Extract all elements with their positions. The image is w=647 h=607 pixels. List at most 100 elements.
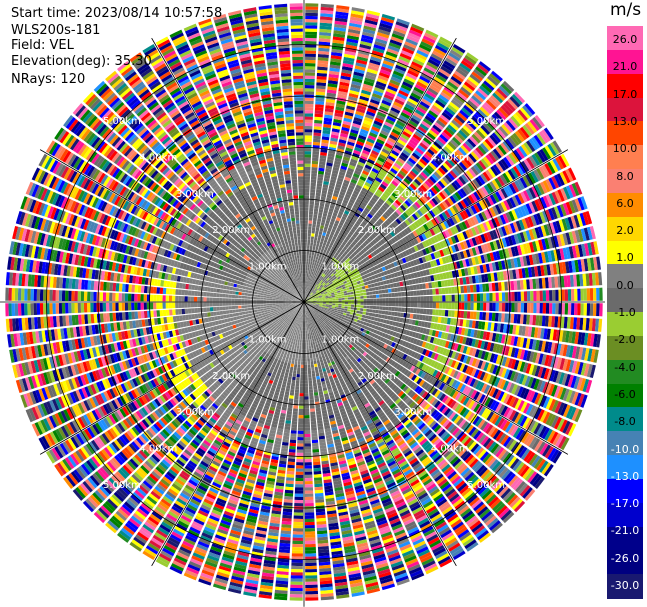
range-gate [311, 160, 319, 165]
range-gate [454, 310, 458, 318]
range-gate [309, 195, 315, 199]
range-gate [366, 204, 372, 211]
range-gate [339, 251, 344, 256]
range-gate [350, 307, 355, 310]
range-gate [344, 50, 356, 56]
range-gate [390, 167, 398, 175]
range-gate [451, 310, 455, 318]
range-gate [413, 302, 418, 308]
range-gate [304, 166, 311, 171]
range-gate [319, 302, 323, 304]
range-gate [309, 291, 312, 295]
range-gate [312, 262, 315, 266]
range-gate [398, 55, 411, 64]
range-gate [414, 131, 424, 139]
range-gate [356, 310, 360, 314]
range-gate [583, 288, 587, 301]
range-gate [364, 207, 371, 213]
range-gate [364, 22, 377, 29]
range-gate [308, 274, 310, 278]
range-gate [363, 298, 367, 302]
range-gate [407, 69, 419, 78]
range-gate [432, 295, 437, 302]
range-gate [305, 267, 308, 271]
range-gate [564, 303, 569, 315]
range-gate [316, 221, 321, 226]
range-gate [351, 302, 355, 305]
range-gate [310, 192, 316, 196]
range-gate [334, 17, 348, 23]
range-gate [316, 75, 327, 80]
range-gate [325, 165, 333, 170]
range-gate [305, 276, 307, 281]
range-gate [321, 265, 325, 270]
range-gate [539, 303, 543, 314]
range-gate [313, 211, 318, 215]
range-gate [380, 151, 389, 158]
range-gate [418, 103, 429, 112]
range-gate [421, 120, 431, 129]
range-gate [320, 248, 325, 253]
range-gate [400, 152, 409, 160]
range-gate [397, 307, 402, 312]
range-gate [352, 77, 363, 84]
range-gate [381, 13, 396, 21]
range-gate [316, 274, 320, 278]
range-gate [331, 261, 336, 266]
range-gate [349, 132, 358, 138]
range-gate [356, 164, 364, 170]
range-gate [308, 220, 313, 224]
range-gate [425, 29, 439, 39]
range-gate [580, 288, 584, 301]
range-gate [441, 62, 454, 72]
range-gate [426, 289, 430, 296]
range-gate [307, 294, 310, 297]
range-gate [371, 287, 376, 291]
range-gate [342, 234, 347, 239]
range-gate [472, 311, 477, 320]
range-gate [322, 126, 331, 132]
range-gate [483, 302, 487, 311]
range-gate [386, 115, 396, 123]
range-gate [304, 185, 310, 189]
range-gate [444, 310, 449, 317]
range-gate [335, 103, 345, 109]
range-gate [315, 195, 321, 200]
range-gate [318, 167, 325, 172]
range-gate [367, 65, 379, 72]
range-gate [311, 255, 314, 259]
range-gate [314, 107, 324, 112]
range-gate [313, 243, 317, 247]
range-gate [348, 22, 362, 29]
range-gate [416, 308, 421, 314]
range-gate [304, 213, 309, 218]
range-gate [371, 126, 380, 133]
range-gate [374, 117, 384, 124]
range-gate [326, 92, 337, 97]
range-gate [362, 83, 374, 90]
range-gate [346, 289, 351, 293]
range-gate [536, 290, 540, 301]
range-gate [367, 202, 374, 208]
range-gate [356, 56, 369, 62]
range-gate [314, 266, 318, 270]
range-gate [312, 157, 319, 162]
range-gate [347, 304, 352, 307]
range-gate [326, 269, 330, 273]
range-gate [345, 313, 350, 317]
range-gate [451, 46, 464, 57]
range-gate [316, 82, 327, 87]
range-gate [322, 232, 327, 237]
range-gate [354, 113, 364, 120]
range-gate [417, 296, 421, 302]
range-gate [505, 302, 509, 312]
range-gate [505, 292, 509, 302]
range-gate [404, 41, 417, 49]
range-gate [325, 101, 335, 107]
range-gate [317, 63, 328, 68]
range-gate [334, 23, 347, 29]
range-gate [577, 288, 581, 301]
range-gate [335, 8, 349, 13]
range-gate [304, 292, 306, 296]
range-gate [315, 276, 319, 281]
